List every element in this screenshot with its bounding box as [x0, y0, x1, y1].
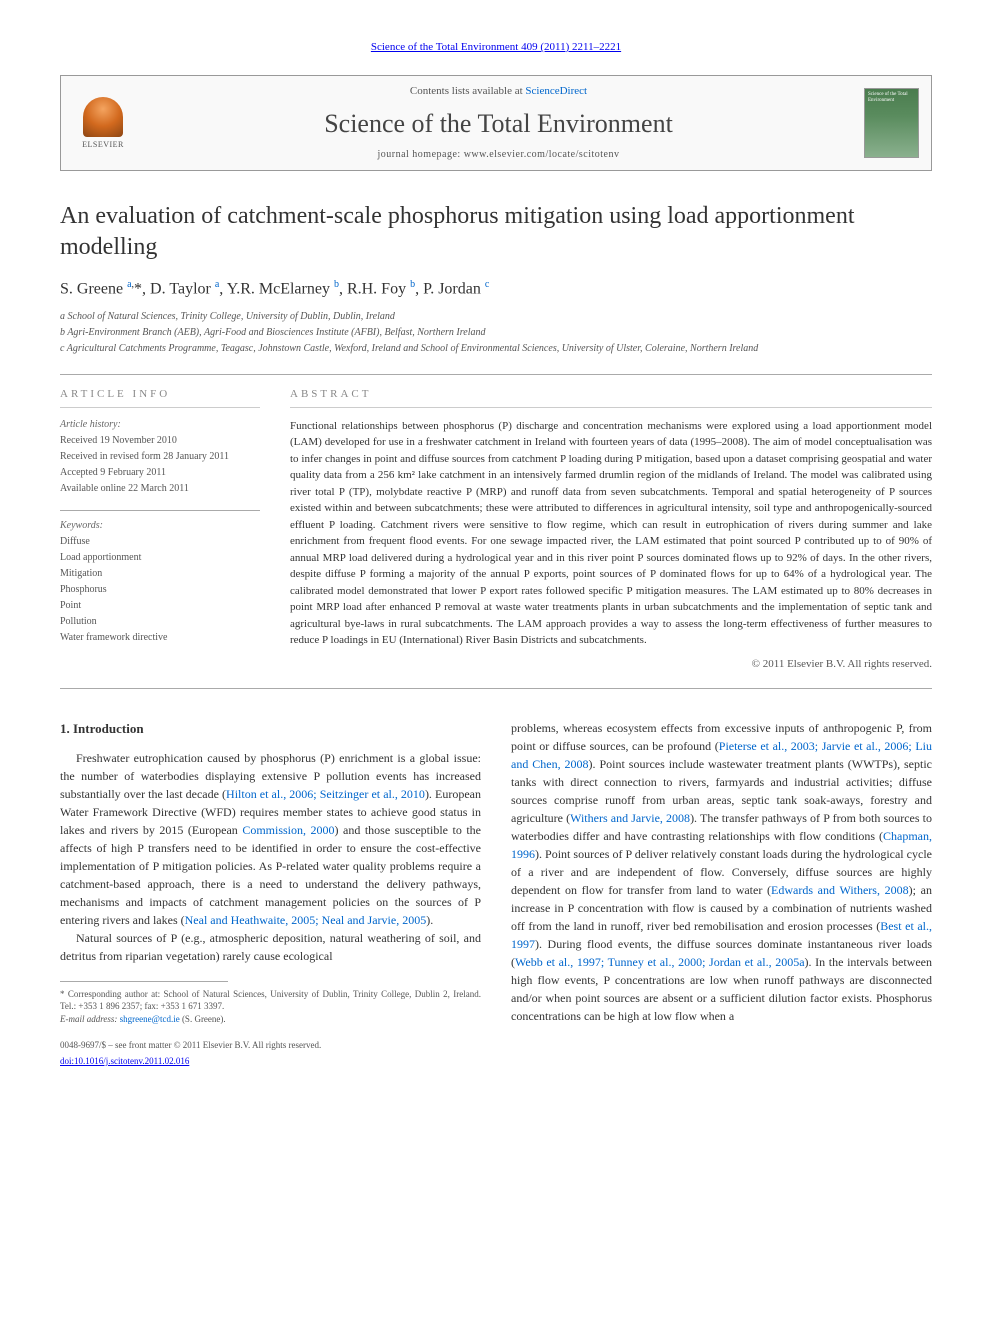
history-online: Available online 22 March 2011	[60, 482, 260, 496]
journal-title: Science of the Total Environment	[133, 106, 864, 142]
affiliations-block: a School of Natural Sciences, Trinity Co…	[60, 310, 932, 356]
email-link[interactable]: shgreene@tcd.ie	[120, 1014, 180, 1024]
contents-line: Contents lists available at ScienceDirec…	[133, 84, 864, 99]
intro-heading: 1. Introduction	[60, 719, 481, 739]
col2-para1: problems, whereas ecosystem effects from…	[511, 719, 932, 1025]
elsevier-text: ELSEVIER	[82, 139, 124, 150]
column-right: problems, whereas ecosystem effects from…	[511, 719, 932, 1068]
contents-prefix: Contents lists available at	[410, 85, 525, 97]
article-info-column: ARTICLE INFO Article history: Received 1…	[60, 387, 260, 672]
history-label: Article history:	[60, 418, 260, 432]
article-title: An evaluation of catchment-scale phospho…	[60, 201, 932, 263]
doi-link[interactable]: doi:10.1016/j.scitotenv.2011.02.016	[60, 1056, 189, 1066]
citation-link[interactable]: Science of the Total Environment 409 (20…	[371, 41, 621, 53]
keyword-2: Mitigation	[60, 567, 260, 581]
history-received: Received 19 November 2010	[60, 434, 260, 448]
info-divider	[60, 510, 260, 511]
keyword-5: Pollution	[60, 615, 260, 629]
email-label: E-mail address:	[60, 1014, 117, 1024]
authors-line: S. Greene a,*, D. Taylor a, Y.R. McElarn…	[60, 278, 932, 301]
abstract-heading: ABSTRACT	[290, 387, 932, 407]
cover-text: Science of the Total Environment	[865, 89, 918, 106]
keyword-1: Load apportionment	[60, 551, 260, 565]
divider-top	[60, 374, 932, 375]
keyword-6: Water framework directive	[60, 631, 260, 645]
abstract-text: Functional relationships between phospho…	[290, 418, 932, 649]
homepage-prefix: journal homepage:	[377, 149, 463, 160]
journal-cover-thumbnail[interactable]: Science of the Total Environment	[864, 88, 919, 158]
sciencedirect-link[interactable]: ScienceDirect	[525, 85, 587, 97]
footnote-divider	[60, 981, 228, 982]
body-two-column: 1. Introduction Freshwater eutrophicatio…	[60, 719, 932, 1068]
issn-line: 0048-9697/$ – see front matter © 2011 El…	[60, 1039, 481, 1053]
article-info-heading: ARTICLE INFO	[60, 387, 260, 407]
info-abstract-row: ARTICLE INFO Article history: Received 1…	[60, 387, 932, 672]
elsevier-logo[interactable]: ELSEVIER	[73, 93, 133, 153]
history-accepted: Accepted 9 February 2011	[60, 466, 260, 480]
keyword-4: Point	[60, 599, 260, 613]
journal-homepage: journal homepage: www.elsevier.com/locat…	[133, 148, 864, 162]
page-container: Science of the Total Environment 409 (20…	[0, 0, 992, 1108]
journal-header-box: ELSEVIER Contents lists available at Sci…	[60, 75, 932, 171]
elsevier-tree-icon	[83, 97, 123, 137]
abstract-column: ABSTRACT Functional relationships betwee…	[290, 387, 932, 672]
email-name: (S. Greene).	[182, 1014, 226, 1024]
homepage-url: www.elsevier.com/locate/scitotenv	[464, 149, 620, 160]
corresponding-footnote: * Corresponding author at: School of Nat…	[60, 988, 481, 1013]
affiliation-b: b Agri-Environment Branch (AEB), Agri-Fo…	[60, 326, 932, 340]
affiliation-c: c Agricultural Catchments Programme, Tea…	[60, 342, 932, 356]
col1-para1: Freshwater eutrophication caused by phos…	[60, 749, 481, 929]
header-citation: Science of the Total Environment 409 (20…	[60, 40, 932, 55]
abstract-copyright: © 2011 Elsevier B.V. All rights reserved…	[290, 657, 932, 672]
keyword-3: Phosphorus	[60, 583, 260, 597]
column-left: 1. Introduction Freshwater eutrophicatio…	[60, 719, 481, 1068]
doi-line: doi:10.1016/j.scitotenv.2011.02.016	[60, 1055, 481, 1069]
keywords-section: Keywords: Diffuse Load apportionment Mit…	[60, 519, 260, 645]
email-footnote: E-mail address: shgreene@tcd.ie (S. Gree…	[60, 1013, 481, 1026]
col1-para2: Natural sources of P (e.g., atmospheric …	[60, 929, 481, 965]
affiliation-a: a School of Natural Sciences, Trinity Co…	[60, 310, 932, 324]
article-history-section: Article history: Received 19 November 20…	[60, 418, 260, 496]
keywords-label: Keywords:	[60, 519, 260, 533]
journal-header-center: Contents lists available at ScienceDirec…	[133, 84, 864, 162]
keyword-0: Diffuse	[60, 535, 260, 549]
divider-bottom	[60, 688, 932, 689]
history-revised: Received in revised form 28 January 2011	[60, 450, 260, 464]
